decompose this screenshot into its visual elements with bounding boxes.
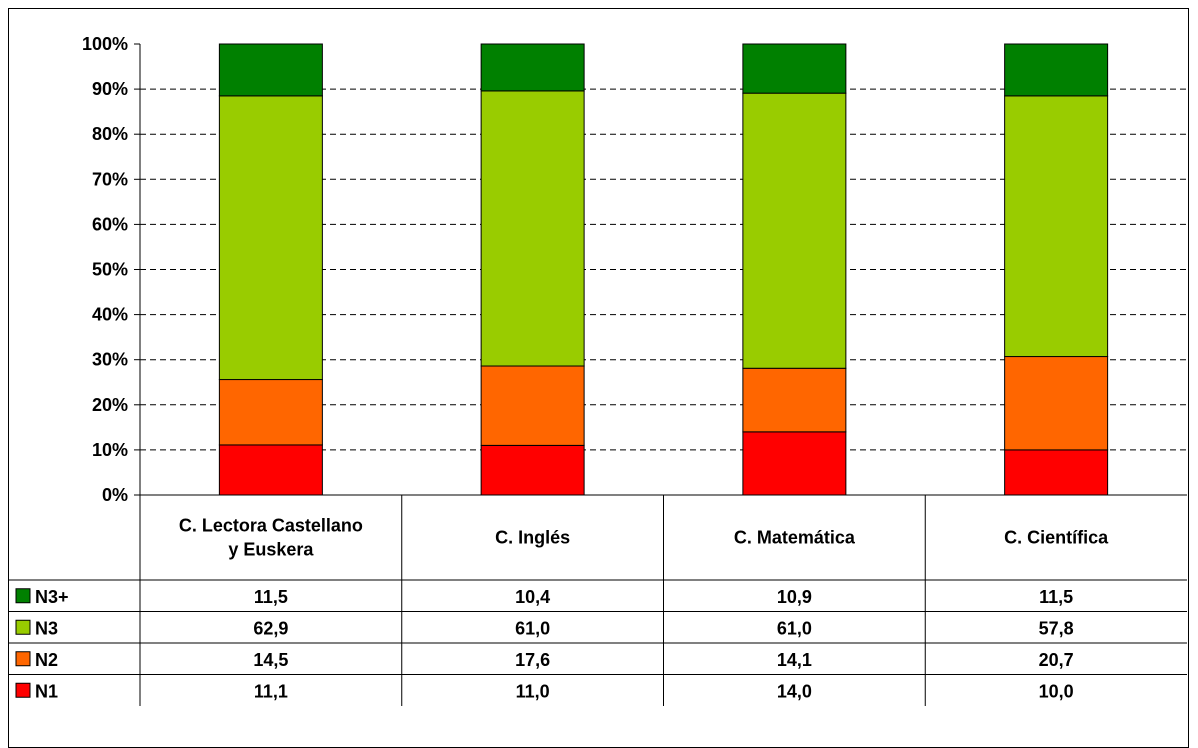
category-label: C. Inglés — [495, 528, 570, 548]
data-label: 61,0 — [777, 618, 812, 638]
legend-key-n3 — [15, 619, 31, 635]
legend-label: N3+ — [35, 587, 69, 607]
bar-n2 — [218, 379, 323, 446]
bar-n1 — [1004, 449, 1109, 496]
category-label: C. Científica — [1004, 528, 1109, 548]
legend-label: N1 — [35, 681, 58, 701]
data-label: 10,0 — [1039, 681, 1074, 701]
bar-n3 — [480, 90, 585, 367]
y-tick-label: 20% — [92, 395, 128, 415]
legend-key-n2 — [15, 651, 31, 667]
bar-n3plus — [1004, 43, 1109, 97]
legend-key-n1 — [15, 682, 31, 698]
bars — [218, 43, 1109, 496]
category-label: y Euskera — [228, 540, 314, 560]
data-label: 14,0 — [777, 681, 812, 701]
bar-n3 — [218, 95, 323, 381]
y-tick-label: 50% — [92, 260, 128, 280]
y-tick-label: 60% — [92, 214, 128, 234]
bar-n3plus — [480, 43, 585, 92]
bar-n2 — [742, 367, 847, 433]
bar-n3plus — [742, 43, 847, 94]
data-label: 10,4 — [515, 587, 550, 607]
y-tick-label: 80% — [92, 124, 128, 144]
data-label: 20,7 — [1039, 650, 1074, 670]
y-tick-label: 30% — [92, 350, 128, 370]
y-tick-label: 90% — [92, 79, 128, 99]
data-label: 10,9 — [777, 587, 812, 607]
bar-n3 — [1004, 95, 1109, 358]
legend-label: N2 — [35, 650, 58, 670]
data-label: 11,5 — [1039, 587, 1073, 607]
y-tick-label: 100% — [82, 34, 128, 54]
y-axis: 0% 10% 20% 30% 40% 50% 60% 70% 80% 90% 100% — [82, 34, 141, 505]
bar-n3plus — [218, 43, 323, 97]
y-tick-label: 0% — [102, 485, 128, 505]
bar-n3 — [742, 92, 847, 369]
data-label: 17,6 — [515, 650, 550, 670]
category-label: C. Lectora Castellano — [179, 516, 363, 536]
category-label: C. Matemática — [734, 528, 856, 548]
legend-key-n3plus — [15, 588, 31, 604]
data-label: 11,5 — [254, 587, 288, 607]
bar-n1 — [218, 444, 323, 496]
data-table: C. Lectora Castellano y Euskera C. Inglés C… — [9, 494, 1187, 706]
data-label: 14,5 — [253, 650, 288, 670]
bar-n2 — [1004, 356, 1109, 451]
bar-n1 — [742, 431, 847, 496]
data-label: 62,9 — [253, 618, 288, 638]
data-label: 57,8 — [1039, 618, 1074, 638]
bar-n1 — [480, 444, 585, 496]
data-label: 11,0 — [516, 681, 550, 701]
y-tick-label: 70% — [92, 169, 128, 189]
data-label: 14,1 — [777, 650, 812, 670]
data-label: 61,0 — [515, 618, 550, 638]
y-tick-label: 10% — [92, 440, 128, 460]
bar-n2 — [480, 365, 585, 446]
legend-label: N3 — [35, 618, 58, 638]
y-tick-label: 40% — [92, 305, 128, 325]
data-label: 11,1 — [254, 681, 288, 701]
